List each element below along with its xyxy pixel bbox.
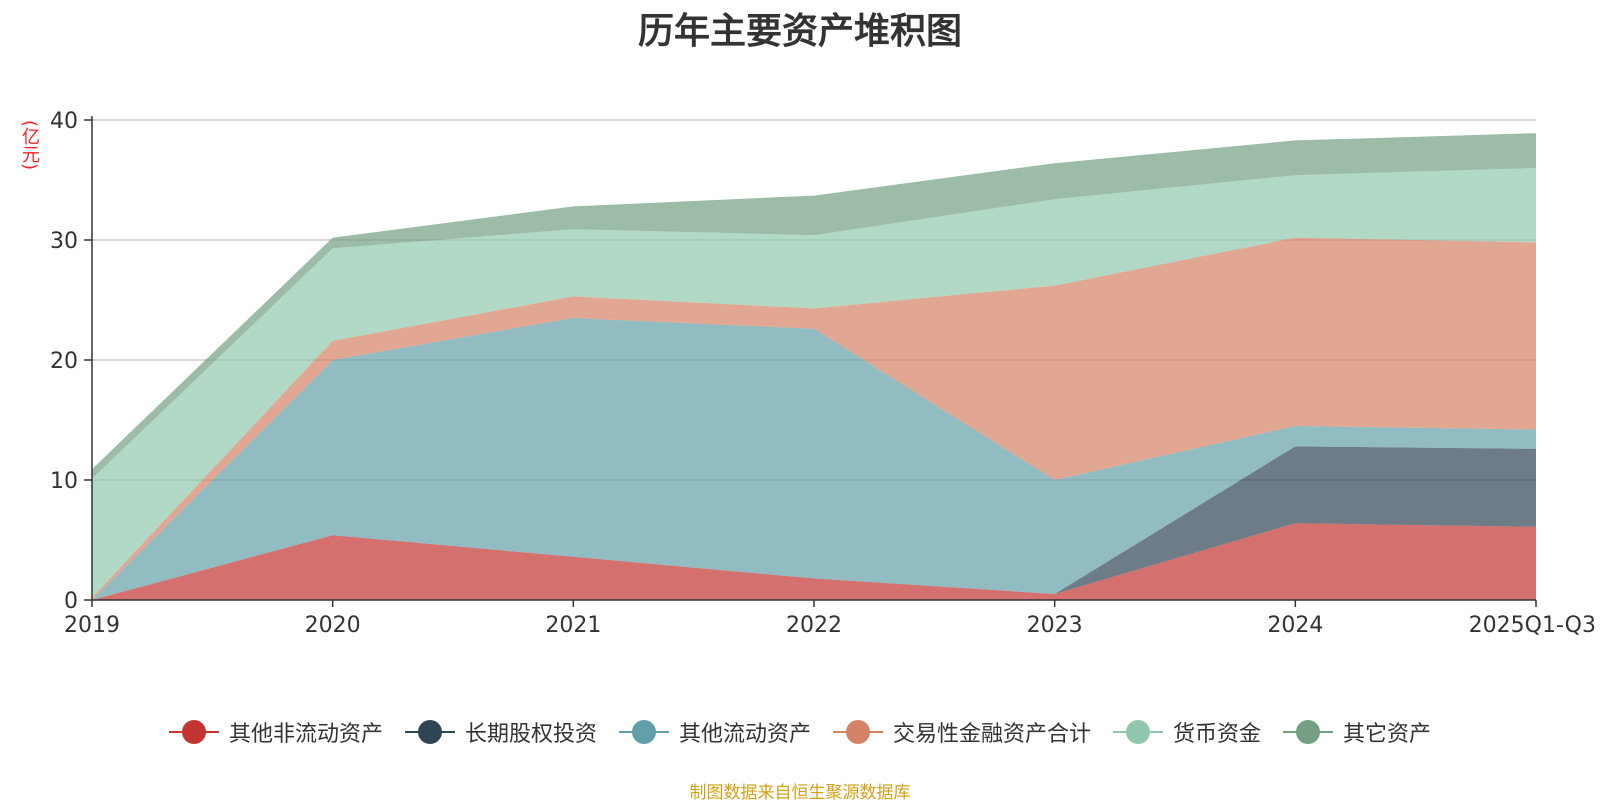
data-source-note: 制图数据来自恒生聚源数据库 <box>0 778 1600 803</box>
legend: 其他非流动资产 长期股权投资 其他流动资产 交易性金融资产合计 货币资金 其它资产 <box>0 716 1600 748</box>
legend-label: 长期股权投资 <box>465 716 597 748</box>
plot-area: 0 10 20 30 40 2019 2020 2021 2022 2023 2024 2025Q1-… <box>0 0 1600 700</box>
legend-swatch-icon <box>169 720 219 744</box>
x-tick-label: 2023 <box>1027 613 1083 638</box>
chart-container: 历年主要资产堆积图 (亿元) 0 10 20 30 40 2019 2020 2021 2022… <box>0 0 1600 800</box>
y-tick-label: 40 <box>50 109 78 134</box>
legend-swatch-icon <box>1283 720 1333 744</box>
y-tick-label: 20 <box>50 349 78 374</box>
legend-item[interactable]: 货币资金 <box>1113 716 1261 748</box>
y-tick-label: 30 <box>50 229 78 254</box>
legend-item[interactable]: 其他非流动资产 <box>169 716 383 748</box>
legend-label: 货币资金 <box>1173 716 1261 748</box>
legend-label: 其他非流动资产 <box>229 716 383 748</box>
x-tick-label: 2020 <box>305 613 361 638</box>
x-tick-label: 2022 <box>786 613 842 638</box>
x-tick-label: 2021 <box>545 613 601 638</box>
x-tick-label: 2024 <box>1267 613 1323 638</box>
legend-item[interactable]: 长期股权投资 <box>405 716 597 748</box>
legend-swatch-icon <box>1113 720 1163 744</box>
legend-swatch-icon <box>619 720 669 744</box>
legend-label: 交易性金融资产合计 <box>893 716 1091 748</box>
y-tick-label: 0 <box>64 589 78 614</box>
legend-item[interactable]: 其他流动资产 <box>619 716 811 748</box>
legend-swatch-icon <box>405 720 455 744</box>
legend-label: 其他流动资产 <box>679 716 811 748</box>
y-tick-label: 10 <box>50 469 78 494</box>
x-tick-label: 2019 <box>64 613 120 638</box>
legend-item[interactable]: 交易性金融资产合计 <box>833 716 1091 748</box>
x-tick-label: 2025Q1-Q3 <box>1469 613 1596 638</box>
legend-label: 其它资产 <box>1343 716 1431 748</box>
legend-swatch-icon <box>833 720 883 744</box>
legend-item[interactable]: 其它资产 <box>1283 716 1431 748</box>
